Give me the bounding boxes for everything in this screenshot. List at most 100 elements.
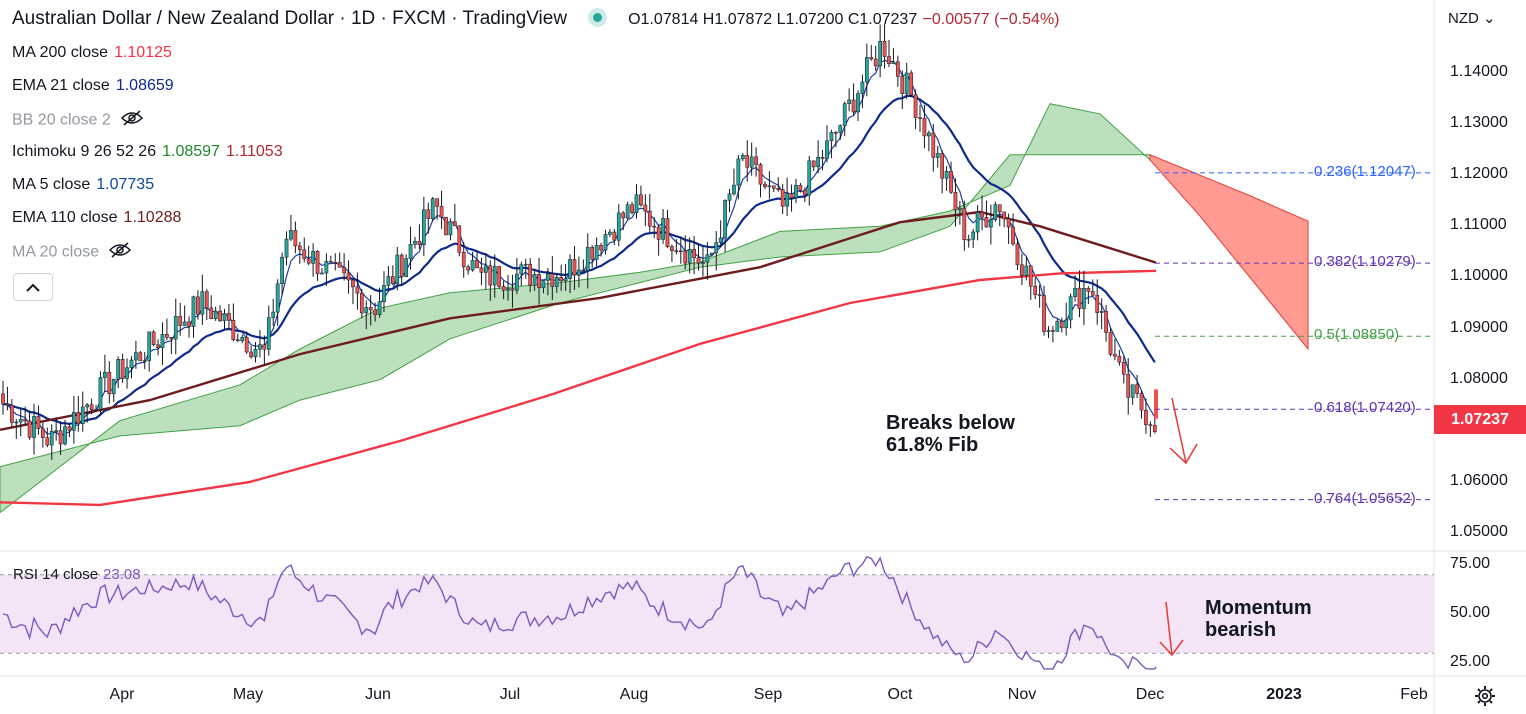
indicator-5[interactable]: EMA 110 close 1.10288	[12, 209, 181, 227]
candle	[1152, 425, 1157, 433]
candle	[913, 94, 918, 118]
candle	[1002, 211, 1007, 220]
candle	[980, 212, 984, 218]
candle	[1073, 287, 1077, 297]
candle	[590, 247, 595, 260]
candle	[218, 310, 222, 322]
down-arrow-head	[1169, 443, 1198, 465]
candle	[435, 198, 439, 207]
candle	[807, 160, 812, 196]
candle	[656, 226, 661, 240]
candle	[222, 313, 227, 322]
candle	[470, 260, 475, 271]
candle	[696, 257, 701, 264]
annotation-line: Breaks below	[886, 412, 1015, 434]
candle	[1028, 265, 1033, 287]
candle	[922, 117, 927, 137]
candle	[165, 334, 169, 338]
candle	[1024, 265, 1029, 276]
price-tick: 1.09000	[1450, 318, 1508, 336]
candle	[337, 262, 342, 268]
candle	[45, 437, 50, 446]
time-tick: Sep	[753, 686, 783, 703]
candle	[408, 244, 413, 259]
indicator-label: EMA 21 close	[12, 77, 110, 94]
rsi-line	[2, 556, 1157, 670]
candle	[887, 56, 891, 64]
rsi-down-arrow	[1165, 601, 1173, 656]
candle	[975, 212, 980, 233]
candle	[439, 206, 444, 218]
candle	[359, 292, 364, 314]
indicator-3[interactable]: Ichimoku 9 26 52 26 1.08597 1.11053	[12, 143, 283, 161]
candle	[528, 263, 533, 286]
chart-header: Australian Dollar / New Zealand Dollar ·…	[12, 8, 1060, 30]
candle	[1064, 319, 1069, 328]
indicator-label: MA 5 close	[12, 176, 91, 193]
fib-label: 0.236(1.12047)	[1314, 162, 1416, 180]
candle	[479, 267, 484, 273]
last-price-label: 1.07237	[1434, 405, 1526, 434]
candle	[1099, 310, 1104, 313]
candle	[1090, 291, 1095, 296]
candle	[811, 160, 816, 168]
time-tick: Dec	[1135, 686, 1165, 703]
candle	[714, 242, 719, 254]
candle	[430, 198, 435, 220]
fib-label: 0.382(1.10279)	[1314, 253, 1416, 271]
indicator-4[interactable]: MA 5 close 1.07735	[12, 176, 154, 194]
indicator-6[interactable]: MA 20 close	[12, 242, 132, 263]
symbol-title[interactable]: Australian Dollar / New Zealand Dollar ·…	[12, 8, 568, 29]
collapse-legend-button[interactable]	[13, 273, 53, 301]
candle	[311, 251, 315, 264]
candle	[36, 416, 41, 429]
candle	[802, 190, 807, 196]
indicator-0[interactable]: MA 200 close 1.10125	[12, 44, 172, 62]
candle	[1135, 384, 1139, 394]
candle	[1117, 355, 1122, 363]
candle	[882, 41, 887, 57]
candle	[142, 360, 147, 362]
indicator-1[interactable]: EMA 21 close 1.08659	[12, 77, 174, 95]
candle	[1095, 294, 1100, 313]
candle	[1121, 361, 1126, 375]
candle	[1059, 321, 1064, 328]
candle	[209, 307, 214, 319]
candle	[652, 225, 657, 228]
candle	[577, 269, 581, 276]
candle	[54, 430, 59, 432]
candle	[683, 250, 688, 264]
candle	[147, 331, 152, 361]
candle	[585, 247, 590, 271]
time-tick: Aug	[619, 686, 649, 703]
candle	[417, 241, 422, 246]
price-tick: 1.14000	[1450, 63, 1508, 80]
annotation-line: bearish	[1205, 619, 1277, 641]
indicator-label: EMA 110 close	[12, 209, 118, 226]
candle	[856, 93, 860, 113]
currency-selector[interactable]: NZD ⌄	[1448, 10, 1496, 27]
rsi-tick: 75.00	[1450, 555, 1491, 572]
hidden-eye-icon[interactable]	[109, 242, 132, 263]
price-tick: 1.08000	[1450, 369, 1508, 387]
candle	[523, 263, 528, 266]
candle	[231, 320, 236, 341]
candle	[204, 291, 209, 309]
candle	[125, 367, 129, 379]
candle	[399, 254, 404, 278]
candle	[599, 245, 603, 251]
candle	[466, 266, 470, 271]
ichimoku-cloud-bearish	[1149, 154, 1309, 351]
candle	[829, 132, 834, 142]
indicator-2[interactable]: BB 20 close 2	[12, 110, 143, 131]
candle	[258, 344, 262, 350]
hidden-eye-icon[interactable]	[120, 110, 143, 131]
ema110-line	[0, 210, 1157, 431]
candle	[647, 210, 652, 227]
price-tick: 1.10000	[1450, 267, 1508, 285]
candle	[297, 245, 302, 251]
fib-label: 0.5(1.08850)	[1314, 326, 1400, 344]
chart-settings-button[interactable]	[1474, 685, 1496, 712]
